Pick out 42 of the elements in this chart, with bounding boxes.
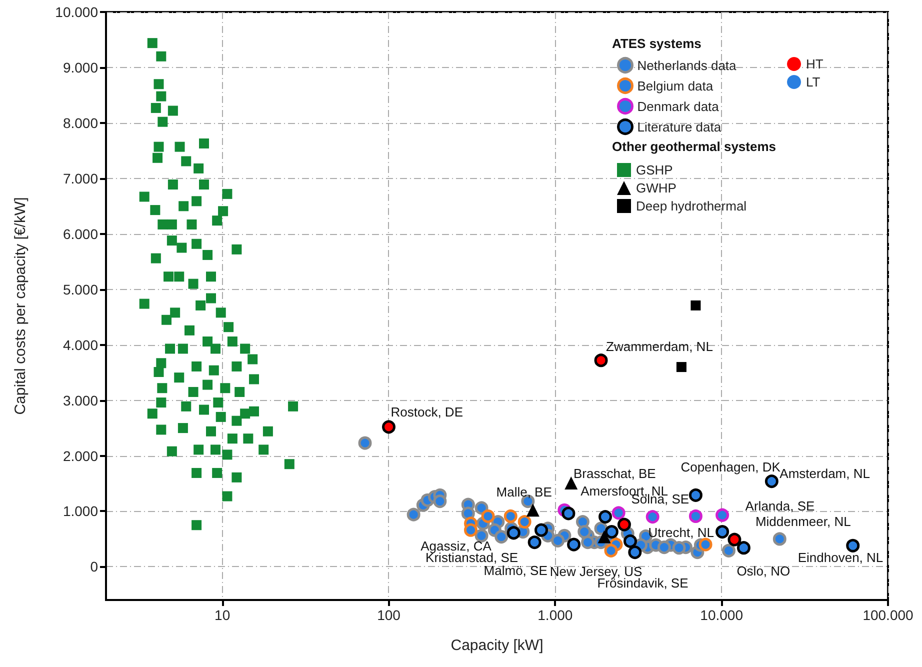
y-tick-label: 5.000	[62, 281, 98, 298]
annotation: New Jersey, US	[550, 564, 642, 579]
x-tick-label: 10	[214, 607, 230, 623]
legend-label: Belgium data	[637, 78, 714, 94]
y-tick-label: 10.000	[55, 4, 98, 20]
annotation: Malmö, SE	[484, 563, 548, 578]
annotation: Eindhoven, NL	[798, 550, 884, 566]
legend-label: Netherlands data	[637, 58, 738, 73]
legend-label: GSHP	[636, 162, 673, 178]
annotation: Oslo, NO	[736, 563, 790, 578]
y-tick-label: 9.000	[62, 59, 98, 76]
annotation: Brasschat, BE	[573, 466, 656, 481]
annotation: Malle, BE	[496, 484, 552, 500]
annotation: Middenmeer, NL	[755, 514, 851, 530]
legend-label: HT	[806, 56, 824, 72]
y-tick-label: 0	[90, 558, 98, 575]
legend-label: LT	[806, 74, 820, 90]
annotation: Rostock, DE	[390, 404, 464, 420]
y-tick-label: 3.000	[62, 392, 98, 408]
y-tick-label: 8.000	[62, 114, 98, 131]
y-tick-label: 6.000	[62, 226, 98, 242]
annotation: Other geothermal systems	[612, 139, 776, 154]
annotation: ATES systems	[612, 36, 702, 51]
legend-label: Denmark data	[637, 98, 720, 114]
y-tick-label: 7.000	[62, 170, 98, 186]
annotation: Utrecht, NL	[648, 525, 714, 540]
x-tick-label: 100	[377, 607, 401, 623]
y-axis-title: Capital costs per capacity [€/kW]	[12, 197, 29, 415]
y-tick-label: 1.000	[62, 503, 98, 520]
x-tick-label: 10.000	[700, 607, 744, 623]
x-axis-title: Capacity [kW]	[450, 637, 544, 654]
x-tick-label: 100.000	[862, 607, 914, 623]
annotation: Arlanda, SE	[745, 498, 815, 514]
legend-label: Literature data	[637, 119, 722, 134]
x-tick-label: 1.000	[538, 607, 573, 623]
legend-label: GWHP	[636, 180, 676, 196]
y-tick-label: 2.000	[62, 448, 98, 464]
annotation: Zwammerdam, NL	[606, 338, 713, 354]
annotation: Copenhagen, DK	[680, 460, 781, 475]
legend-label: Deep hydrothermal	[636, 198, 747, 214]
annotation: Amsterdam, NL	[780, 466, 870, 481]
y-tick-label: 4.000	[62, 336, 98, 353]
